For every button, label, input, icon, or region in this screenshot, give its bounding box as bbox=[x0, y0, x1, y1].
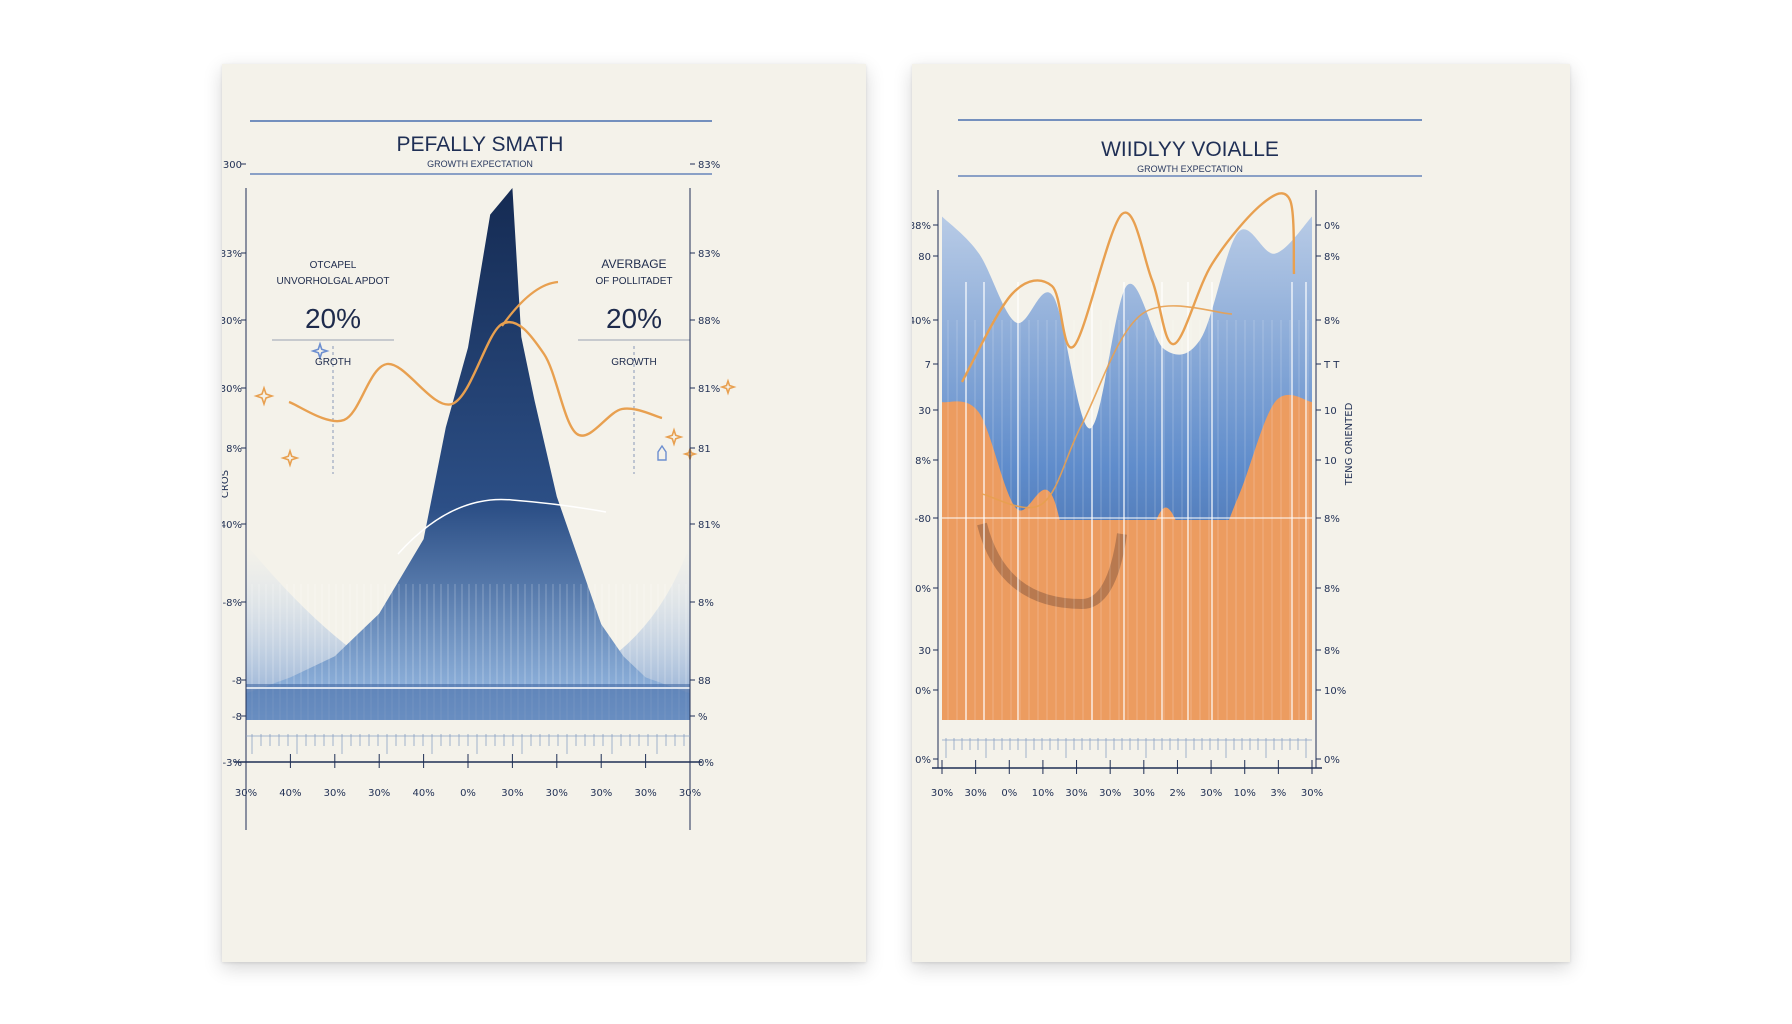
y-tick-label: 10% bbox=[1324, 686, 1346, 697]
y-tick-label: 10 bbox=[1324, 406, 1337, 417]
y-tick-label: 8% bbox=[1324, 514, 1340, 525]
annotation-value: 20% bbox=[606, 303, 662, 334]
y-tick-label: 30% bbox=[222, 384, 242, 395]
x-tick-label: 30% bbox=[368, 788, 390, 799]
chart-volatile: WIIDLYY VOIALLE GROWTH EXPECTATION 88% 80 40… bbox=[912, 119, 1422, 799]
x-tick-label: 3% bbox=[1270, 788, 1286, 799]
y-tick-label: -80 bbox=[915, 514, 931, 525]
y-axis-title: TENG ORIENTED bbox=[1344, 402, 1355, 486]
chart-subtitle: GROWTH EXPECTATION bbox=[427, 159, 533, 169]
x-tick-label: 40% bbox=[279, 788, 301, 799]
peak-area bbox=[246, 188, 690, 720]
x-tick-label: 10% bbox=[1032, 788, 1054, 799]
y-tick-label: % bbox=[698, 712, 708, 723]
x-tick-label: 30% bbox=[931, 788, 953, 799]
orange-body bbox=[942, 520, 1312, 720]
y-tick-label: 10 bbox=[1324, 456, 1337, 467]
x-tick-label: 30% bbox=[235, 788, 257, 799]
y-tick-label: -8 bbox=[232, 712, 242, 723]
x-tick-label: 40% bbox=[412, 788, 434, 799]
x-tick-label: 0% bbox=[1001, 788, 1017, 799]
y-tick-label: 30 bbox=[918, 646, 931, 657]
star-icon bbox=[280, 448, 300, 468]
y-tick-label: 0% bbox=[1324, 755, 1340, 766]
y-tick-label: 8% bbox=[1324, 584, 1340, 595]
y-tick-label: 8% bbox=[915, 456, 931, 467]
baseline-band bbox=[246, 684, 690, 720]
x-tick-label: 30% bbox=[590, 788, 612, 799]
annotation-note: GROWTH bbox=[611, 357, 657, 368]
y-tick-label: 88% bbox=[698, 316, 720, 327]
inner-curve bbox=[397, 498, 607, 555]
y-tick-label: -3% bbox=[223, 758, 242, 769]
annotation-value: 20% bbox=[305, 303, 361, 334]
y-axis-title: CROS bbox=[222, 470, 231, 498]
y-tick-label: 7 bbox=[925, 360, 931, 371]
x-tick-label: 30% bbox=[1065, 788, 1087, 799]
annotation-line: UNVORHOLGAL APDOT bbox=[277, 276, 390, 287]
y-tick-label: 83% bbox=[698, 160, 720, 171]
chart-title: PEFALLY SMATH bbox=[397, 133, 564, 156]
annotation-note: GROTH bbox=[315, 357, 351, 368]
x-tick-label: 2% bbox=[1170, 788, 1186, 799]
chart-subtitle: GROWTH EXPECTATION bbox=[1137, 164, 1243, 174]
star-icon bbox=[310, 341, 330, 361]
y-tick-label: 83% bbox=[222, 249, 242, 260]
y-tick-label: 30 bbox=[918, 406, 931, 417]
y-tick-label: 0% bbox=[698, 758, 714, 769]
chart-smooth: PEFALLY SMATH GROWTH EXPECTATION OTCAPEL UN… bbox=[222, 120, 737, 830]
house-icon bbox=[657, 444, 667, 461]
y-tick-label: 88 bbox=[698, 676, 711, 687]
y-tick-label: 0% bbox=[1324, 221, 1340, 232]
y-tick-label: 81% bbox=[698, 384, 720, 395]
x-tick-label: 30% bbox=[324, 788, 346, 799]
y-tick-label: 40% bbox=[912, 316, 931, 327]
growth-line-tail bbox=[501, 280, 559, 327]
x-tick-label: 30% bbox=[1099, 788, 1121, 799]
y-tick-label: 81% bbox=[698, 520, 720, 531]
annotation-title: OTCAPEL bbox=[310, 260, 357, 271]
y-tick-label: T T bbox=[1323, 360, 1340, 371]
y-tick-label: 0% bbox=[915, 686, 931, 697]
x-tick-label: 30% bbox=[1200, 788, 1222, 799]
volatile-line bbox=[960, 192, 1296, 383]
x-tick-label: 0% bbox=[460, 788, 476, 799]
y-tick-label: 0% bbox=[915, 755, 931, 766]
x-tick-label: 30% bbox=[1301, 788, 1323, 799]
y-tick-label: 8% bbox=[698, 598, 714, 609]
y-tick-label: 8% bbox=[1324, 646, 1340, 657]
y-tick-label: 0% bbox=[915, 584, 931, 595]
x-tick-label: 30% bbox=[634, 788, 656, 799]
growth-line bbox=[288, 321, 663, 437]
star-icon bbox=[253, 385, 275, 407]
y-tick-label: -40% bbox=[222, 520, 242, 531]
x-tick-label: 10% bbox=[1234, 788, 1256, 799]
chart-card-volatile: WIIDLYY VOIALLE GROWTH EXPECTATION 88% 80 40… bbox=[912, 64, 1570, 962]
annotation-title: AVERBAGE bbox=[601, 257, 666, 271]
volatile-line-secondary bbox=[981, 305, 1233, 509]
y-tick-label: 88% bbox=[912, 221, 931, 232]
y-tick-label: 30% bbox=[222, 316, 242, 327]
x-tick-label: 30% bbox=[679, 788, 701, 799]
y-tick-label: 8% bbox=[1324, 252, 1340, 263]
star-icon bbox=[719, 378, 737, 396]
y-tick-label: 300 bbox=[223, 160, 242, 171]
chart-card-smooth: PEFALLY SMATH GROWTH EXPECTATION OTCAPEL UN… bbox=[222, 64, 866, 962]
star-icon bbox=[664, 427, 684, 447]
x-tick-label: 30% bbox=[501, 788, 523, 799]
y-tick-label: 8% bbox=[226, 444, 242, 455]
y-tick-label: 81 bbox=[698, 444, 711, 455]
x-tick-label: 30% bbox=[1133, 788, 1155, 799]
annotation-line: OF POLLITADET bbox=[595, 276, 672, 287]
chart-title: WIIDLYY VOIALLE bbox=[1101, 138, 1279, 161]
swirl-shadow bbox=[977, 522, 1127, 610]
x-tick-label: 30% bbox=[546, 788, 568, 799]
y-tick-label: 8% bbox=[1324, 316, 1340, 327]
y-tick-label: 80 bbox=[918, 252, 931, 263]
y-tick-label: 83% bbox=[698, 249, 720, 260]
x-tick-label: 30% bbox=[965, 788, 987, 799]
y-tick-label: -8 bbox=[232, 676, 242, 687]
y-tick-label: -8% bbox=[223, 598, 242, 609]
